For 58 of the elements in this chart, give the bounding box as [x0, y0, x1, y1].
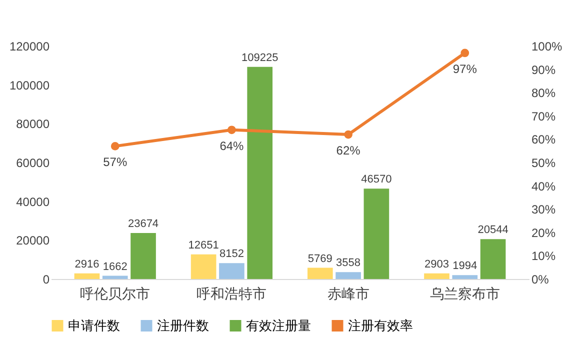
- y-tick-label: 60000: [16, 156, 50, 170]
- x-tick-label: 赤峰市: [327, 286, 370, 302]
- legend-label: 注册有效率: [348, 318, 413, 333]
- bar: [336, 272, 361, 279]
- y2-tick-label: 90%: [532, 62, 556, 77]
- x-tick-label: 乌兰察布市: [430, 286, 500, 302]
- y2-tick-label: 10%: [532, 249, 556, 264]
- y-tick-label: 100000: [9, 78, 50, 92]
- legend-label: 申请件数: [68, 318, 120, 333]
- bar: [480, 239, 506, 279]
- y-tick-label: 0: [42, 272, 50, 286]
- data-label: 109225: [241, 52, 278, 64]
- bar: [307, 268, 333, 279]
- y-tick-label: 20000: [16, 234, 50, 248]
- data-label: 57%: [103, 155, 128, 170]
- point: [110, 142, 120, 150]
- data-label: 1994: [452, 260, 478, 272]
- data-label: 2916: [74, 258, 100, 270]
- data-label: 2903: [424, 258, 449, 270]
- bar: [424, 273, 450, 279]
- y2-tick-label: 50%: [532, 156, 556, 170]
- data-label: 3558: [336, 257, 361, 270]
- point: [228, 126, 236, 134]
- y2-tick-label: 60%: [532, 132, 556, 147]
- data-label: 23674: [128, 218, 159, 230]
- y-tick-label: 80000: [16, 117, 50, 132]
- legend-label: 注册件数: [157, 318, 209, 333]
- bar: [102, 276, 128, 279]
- y2-tick-label: 30%: [532, 202, 556, 217]
- y2-tick-label: 70%: [532, 109, 556, 124]
- y-tick-label: 40000: [16, 194, 50, 209]
- bar: [364, 188, 390, 279]
- y2-tick-label: 0%: [532, 272, 550, 286]
- y2-tick-label: 80%: [532, 86, 556, 100]
- bar: [247, 66, 273, 279]
- bar: [219, 263, 244, 279]
- data-label: 5769: [308, 252, 332, 265]
- x-tick-label: 呼伦贝尔市: [80, 286, 150, 302]
- legend-label: 有效注册量: [246, 318, 311, 333]
- data-label: 20544: [478, 224, 508, 236]
- y-tick-label: 120000: [9, 40, 50, 54]
- data-label: 1662: [102, 260, 128, 273]
- data-label: 64%: [220, 138, 244, 153]
- point: [344, 130, 352, 139]
- data-label: 97%: [452, 62, 478, 76]
- y2-tick-label: 20%: [532, 226, 556, 240]
- data-label: 8152: [219, 248, 244, 260]
- y2-tick-label: 100%: [532, 40, 563, 54]
- point: [460, 48, 470, 58]
- data-label: 62%: [336, 144, 361, 158]
- y2-tick-label: 40%: [532, 179, 556, 194]
- data-label: 46570: [361, 174, 392, 186]
- x-tick-label: 呼和浩特市: [196, 286, 267, 302]
- bar: [452, 275, 478, 279]
- bar: [74, 273, 100, 279]
- bar: [130, 233, 156, 279]
- bar: [190, 254, 216, 279]
- data-label: 12651: [188, 239, 219, 252]
